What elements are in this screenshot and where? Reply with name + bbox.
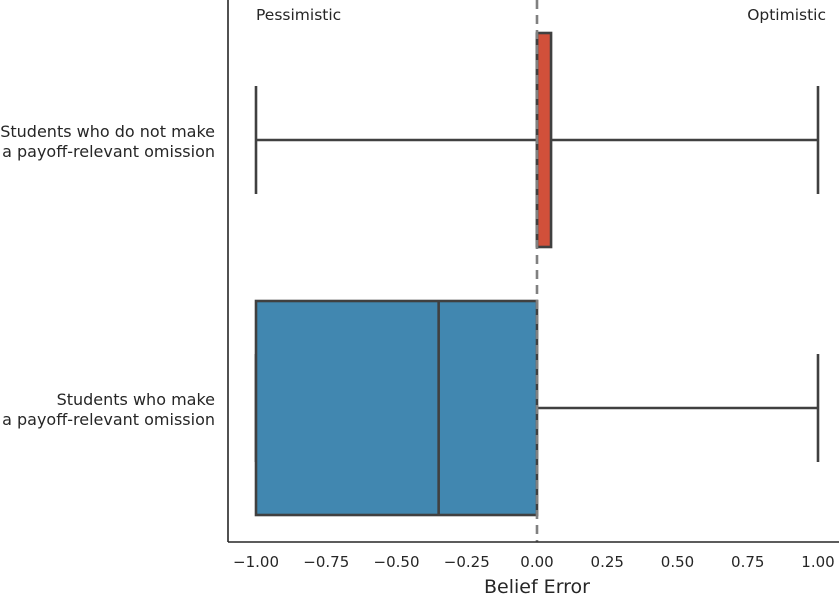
category-label-line: Students who do not make <box>0 122 215 141</box>
box-rect <box>254 299 539 517</box>
category-label-line: Students who make <box>57 390 215 409</box>
category-label-line: a payoff-relevant omission <box>2 142 215 161</box>
x-tick-label: 0.75 <box>731 553 764 571</box>
x-axis-title: Belief Error <box>484 576 590 598</box>
x-tick-label: 0.25 <box>591 553 624 571</box>
x-tick-label: −0.50 <box>374 553 420 571</box>
x-tick-label: 0.00 <box>520 553 553 571</box>
x-tick-label: −0.25 <box>444 553 490 571</box>
x-tick-label: 0.50 <box>661 553 694 571</box>
optimistic-annotation: Optimistic <box>747 6 826 24</box>
box-rect <box>535 31 553 249</box>
x-tick-label: −0.75 <box>303 553 349 571</box>
x-tick-label: 1.00 <box>801 553 834 571</box>
x-tick-label: −1.00 <box>233 553 279 571</box>
pessimistic-annotation: Pessimistic <box>256 6 341 24</box>
category-label-line: a payoff-relevant omission <box>2 410 215 429</box>
